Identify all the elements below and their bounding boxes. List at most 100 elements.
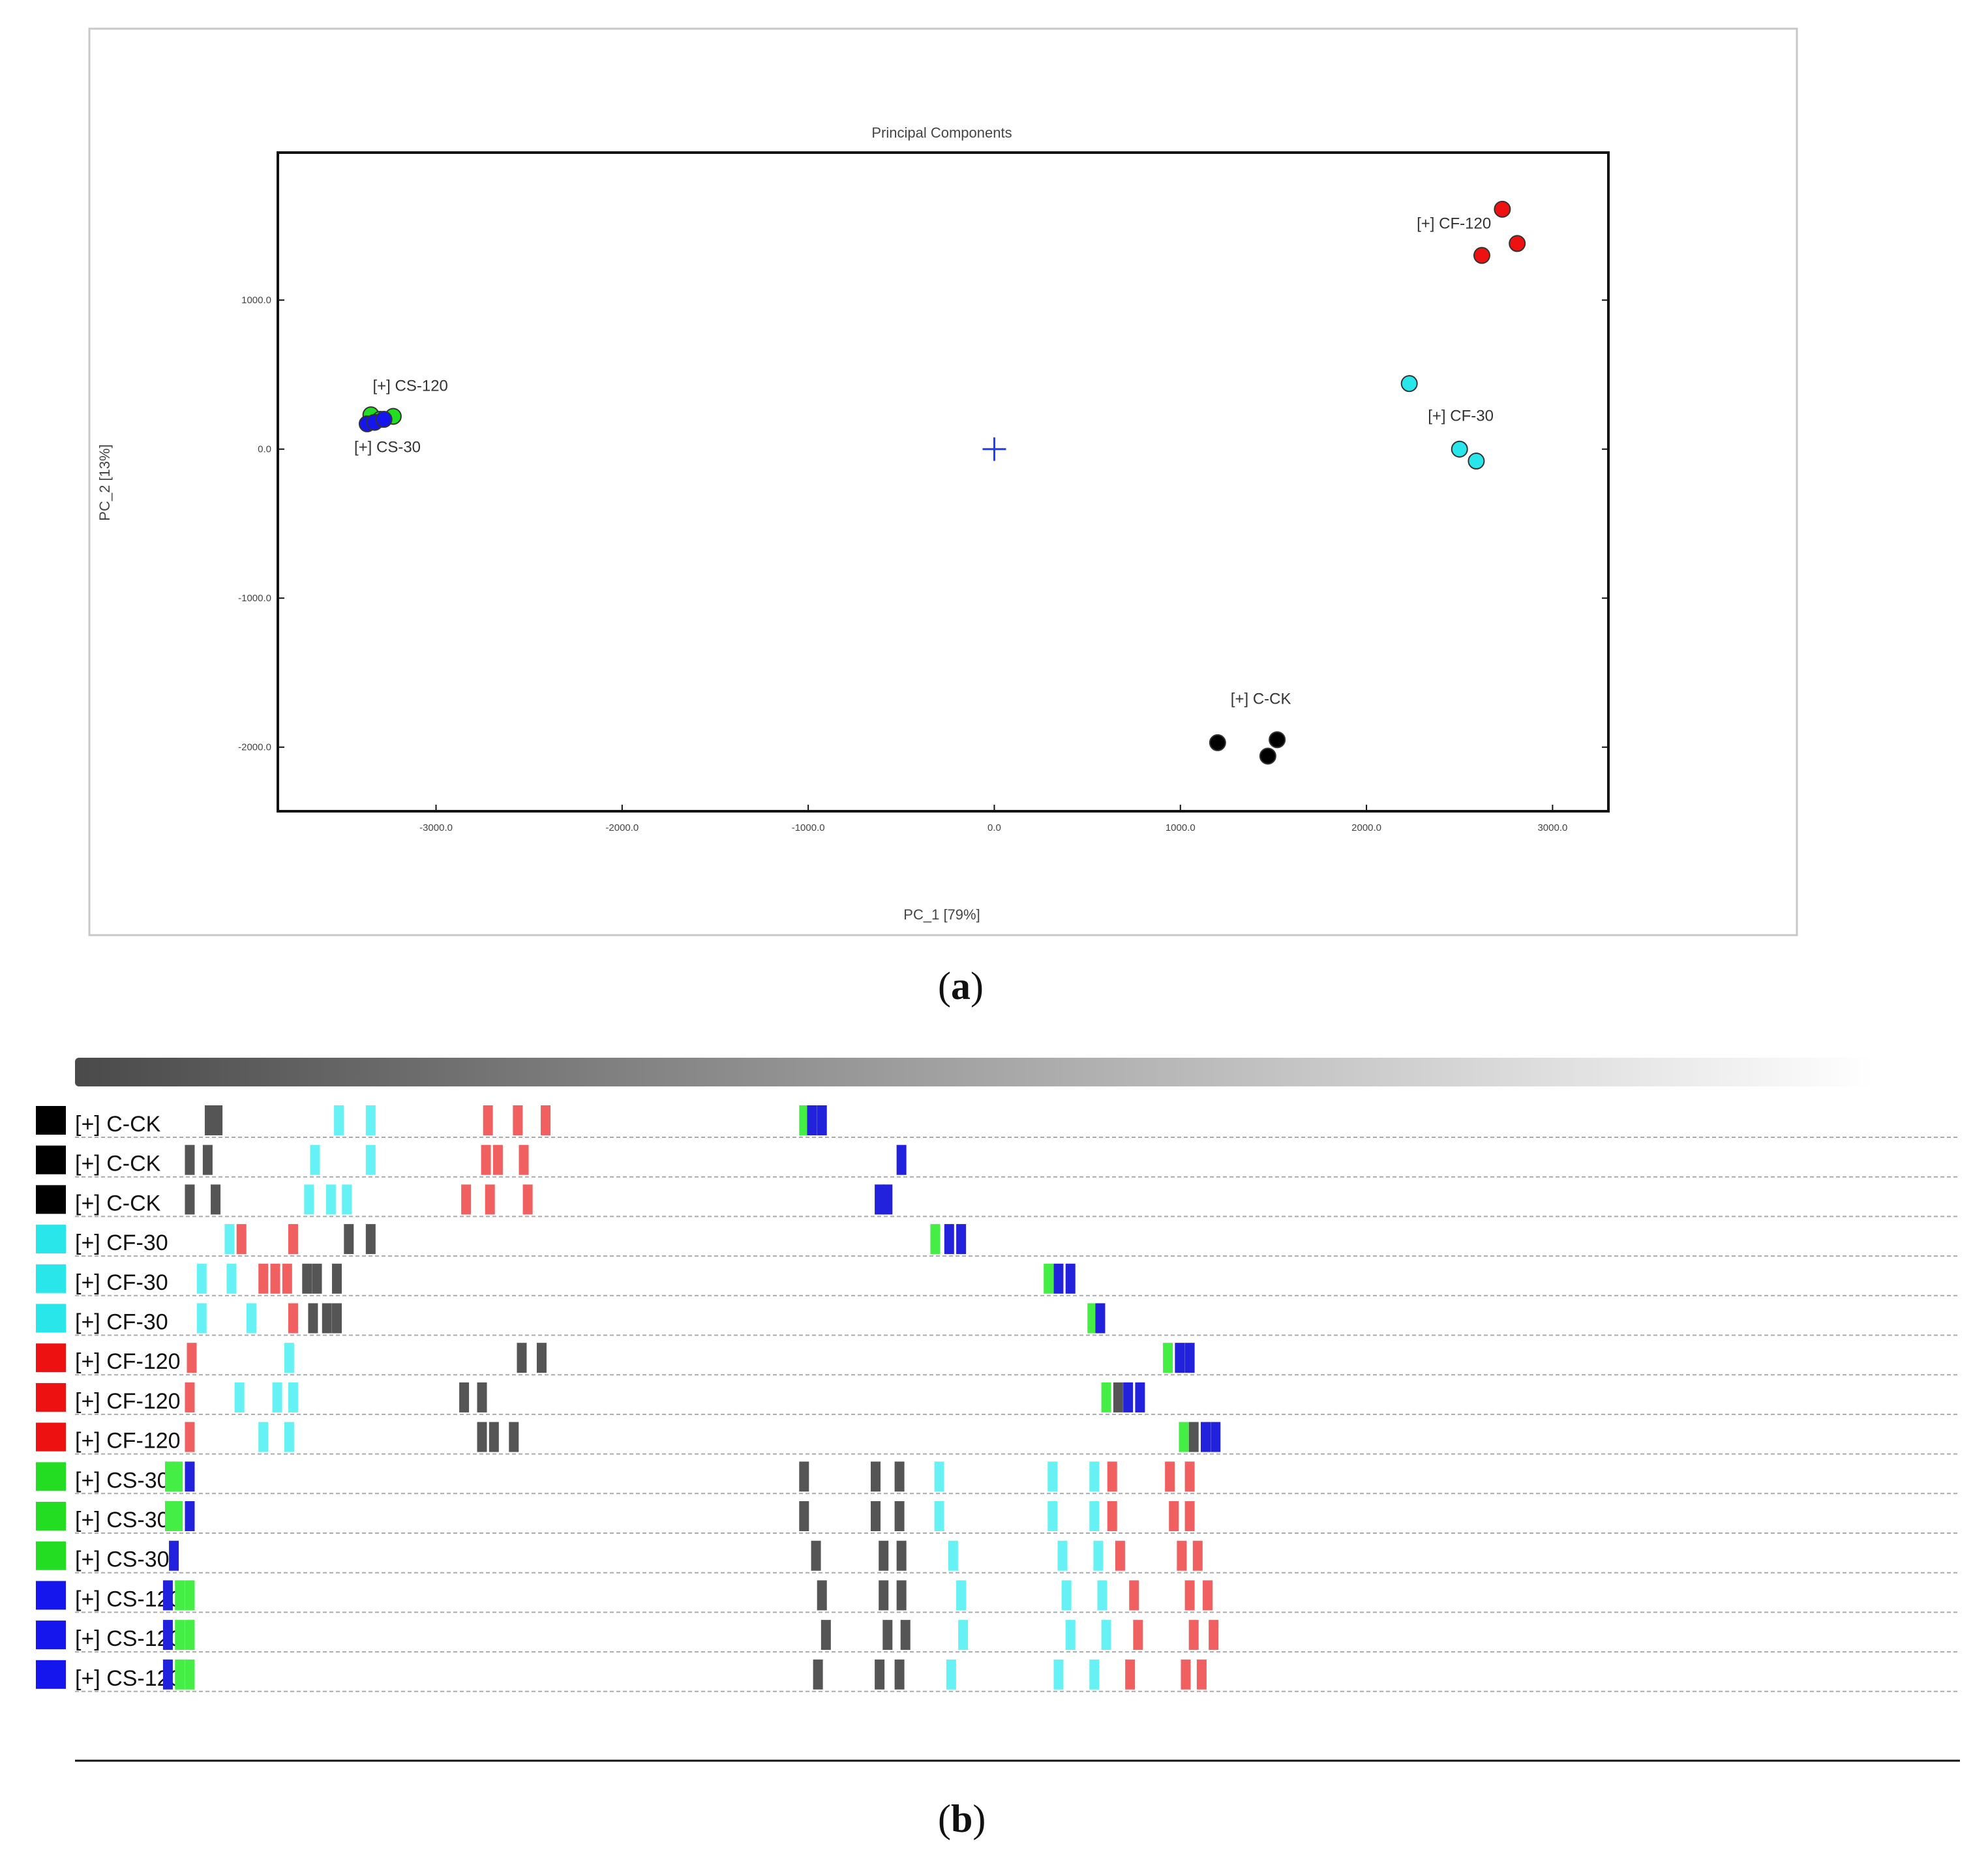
barcode-chart: [+] C-CK [+] C-CK [+] C-CK [+] CF-30 [+] CF-… [36,1058,1960,1762]
x-tick-label: 3000.0 [1537,822,1567,833]
barcode-mark [1188,1620,1199,1650]
row-swatch [36,1660,66,1689]
barcode-mark [310,1144,320,1175]
row-swatch [36,1106,66,1135]
barcode-mark [211,1184,221,1215]
barcode-mark [481,1144,491,1175]
pca-y-axis: 1000.0 0.0 -1000.0 -2000.0 [238,295,1608,753]
barcode-mark [185,1620,195,1650]
barcode-mark [934,1461,944,1492]
barcode-mark [522,1184,533,1215]
barcode-mark [164,1461,175,1492]
panel-a-letter: a [950,964,971,1008]
barcode-mark [1188,1422,1199,1452]
pca-points [358,200,1526,765]
barcode-mark [185,1580,195,1611]
pca-point [375,411,393,428]
pca-point [1400,375,1418,393]
barcode-mark [459,1382,470,1412]
barcode-mark [1129,1580,1139,1611]
barcode-mark [164,1501,175,1531]
barcode-mark [1101,1382,1111,1412]
barcode-mark [308,1303,318,1334]
barcode-mark [1061,1580,1072,1611]
barcode-mark [1184,1461,1195,1492]
pca-title: Principal Components [871,125,1012,141]
barcode-mark [817,1105,827,1135]
barcode-mark [821,1620,831,1650]
row-label: [+] C-CK [75,1152,161,1176]
barcode-mark [270,1263,280,1294]
barcode-mark [1089,1501,1100,1531]
barcode-mark [944,1224,954,1255]
barcode-mark [896,1540,907,1571]
origin-marker [982,437,1006,461]
barcode-mark [185,1501,195,1531]
barcode-mark [185,1382,195,1412]
barcode-mark [894,1501,905,1531]
barcode-mark [1047,1501,1058,1531]
barcode-mark [173,1461,183,1492]
barcode-mark [894,1461,905,1492]
barcode-mark [811,1540,821,1571]
row-label: [+] CF-120 [75,1429,181,1454]
barcode-mark [882,1184,893,1215]
barcode-mark [322,1303,332,1334]
barcode-mark [1133,1620,1143,1650]
barcode-mark [896,1144,907,1175]
barcode-mark [288,1303,298,1334]
barcode-mark [175,1659,185,1690]
barcode-mark [799,1461,809,1492]
barcode-mark [365,1224,376,1255]
barcode-mark [282,1263,292,1294]
y-tick-label: -1000.0 [238,593,271,604]
barcode-mark [224,1224,235,1255]
barcode-mark [1200,1422,1211,1452]
barcode-mark [519,1144,529,1175]
barcode-row: [+] CS-30 [36,1461,1960,1495]
barcode-mark [1065,1263,1076,1294]
barcode-mark [284,1343,294,1373]
barcode-mark [871,1501,881,1531]
row-swatch [36,1621,66,1650]
barcode-mark [1065,1620,1076,1650]
barcode-mark [879,1540,889,1571]
y-tick-label: 0.0 [258,444,271,455]
barcode-mark [1093,1540,1104,1571]
barcode-mark [799,1105,809,1135]
barcode-mark [799,1501,809,1531]
row-swatch [36,1264,66,1293]
barcode-mark [258,1422,269,1452]
barcode-mark [956,1580,967,1611]
barcode-mark [334,1105,344,1135]
barcode-mark [365,1105,376,1135]
barcode-mark [1184,1501,1195,1531]
panel-a-close: ) [970,964,984,1008]
barcode-mark [1192,1540,1203,1571]
barcode-row: [+] C-CK [36,1105,1960,1138]
row-swatch [36,1185,66,1214]
point-label: [+] CF-30 [1428,407,1494,425]
barcode-mark [175,1620,185,1650]
barcode-mark [1163,1343,1173,1373]
barcode-mark [1125,1659,1136,1690]
barcode-mark [202,1144,213,1175]
pca-point [1209,734,1226,751]
x-tick-label: -3000.0 [419,822,453,833]
barcode-mark [934,1501,944,1531]
barcode-mark [342,1184,352,1215]
barcode-mark [1196,1659,1207,1690]
barcode-mark [900,1620,911,1650]
barcode-mark [234,1382,245,1412]
barcode-mark [483,1105,493,1135]
barcode-mark [246,1303,256,1334]
row-swatch [36,1462,66,1491]
barcode-mark [1165,1461,1175,1492]
barcode-mark [509,1422,519,1452]
barcode-mark [185,1461,195,1492]
row-swatch [36,1225,66,1254]
barcode-mark [213,1105,223,1135]
barcode-mark [1101,1620,1111,1650]
barcode-mark [1044,1263,1054,1294]
barcode-mark [162,1620,173,1650]
